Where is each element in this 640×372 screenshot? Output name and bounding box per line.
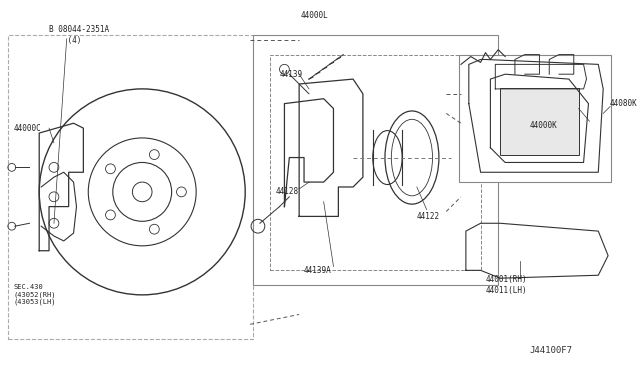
Text: 44139A: 44139A [304,266,332,275]
Text: 44000C: 44000C [13,124,42,133]
Text: 44122: 44122 [417,212,440,221]
Text: 44000L: 44000L [301,11,329,20]
Text: J44100F7: J44100F7 [530,346,573,355]
Text: 44139: 44139 [280,70,303,79]
FancyBboxPatch shape [253,35,499,285]
Text: SEC.430
(43052(RH)
(43053(LH): SEC.430 (43052(RH) (43053(LH) [13,284,56,305]
Text: 44080K: 44080K [610,99,638,108]
FancyBboxPatch shape [500,88,579,155]
FancyBboxPatch shape [8,35,253,339]
Text: 44128: 44128 [276,187,299,196]
Text: B 08044-2351A
    (4): B 08044-2351A (4) [49,25,109,45]
FancyBboxPatch shape [459,55,611,182]
Text: 44001(RH)
44011(LH): 44001(RH) 44011(LH) [486,275,527,295]
Text: 44000K: 44000K [530,121,557,130]
FancyBboxPatch shape [269,55,481,270]
